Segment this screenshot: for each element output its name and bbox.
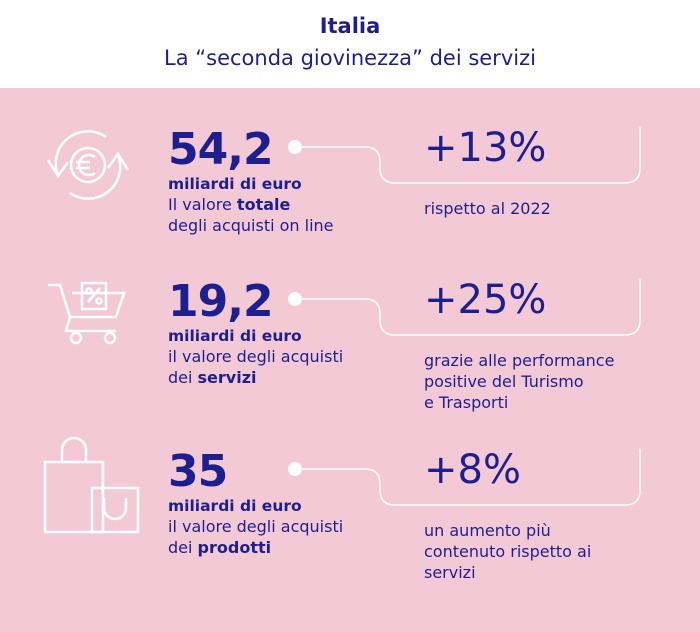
stat-description: il valore degli acquisti — [168, 516, 343, 537]
bold-text: servizi — [197, 368, 257, 387]
connector-dot — [288, 140, 302, 154]
cart-icon — [48, 281, 126, 345]
bold-text: totale — [236, 195, 291, 214]
connector — [300, 127, 641, 184]
text: il valore degli acquisti — [168, 517, 344, 536]
connector-dot — [288, 462, 302, 476]
title: Italia — [319, 14, 381, 38]
connector — [300, 449, 641, 506]
change-note: contenuto rispetto ai — [424, 542, 592, 561]
text: dei — [168, 368, 198, 387]
stat-unit: miliardi di euro — [168, 327, 302, 345]
text: dei — [168, 538, 198, 557]
change-note: un aumento più — [424, 521, 551, 540]
connector-dot — [288, 292, 302, 306]
change-note: rispetto al 2022 — [424, 199, 551, 218]
change-value: +8% — [424, 447, 521, 493]
change-note: grazie alle performance — [424, 351, 615, 370]
change-note: servizi — [424, 563, 476, 582]
stat-unit: miliardi di euro — [168, 497, 302, 515]
stat-value: 54,2 — [168, 124, 274, 175]
text: degli acquisti on line — [168, 216, 334, 235]
stat-value: 35 — [168, 446, 228, 497]
bold-text: prodotti — [197, 538, 272, 557]
stat-description: il valore degli acquisti — [168, 346, 343, 367]
text: Il valore — [168, 195, 237, 214]
change-value: +25% — [424, 277, 547, 323]
stat-unit: miliardi di euro — [168, 175, 302, 193]
subtitle: La “seconda giovinezza” dei servizi — [164, 46, 536, 70]
stat-description: degli acquisti on line — [168, 215, 334, 236]
stat-value: 19,2 — [168, 276, 274, 327]
stat-description: Il valore totale — [168, 194, 290, 215]
connector — [300, 279, 641, 336]
change-value: +13% — [424, 125, 547, 171]
stat-description: dei prodotti — [168, 537, 271, 558]
stat-description: dei servizi — [168, 367, 257, 388]
shopping-bags-icon — [43, 436, 140, 534]
change-note: positive del Turismo — [424, 372, 584, 391]
change-note: e Trasporti — [424, 393, 509, 412]
euro-cycle-icon — [46, 130, 130, 200]
text: il valore degli acquisti — [168, 347, 344, 366]
